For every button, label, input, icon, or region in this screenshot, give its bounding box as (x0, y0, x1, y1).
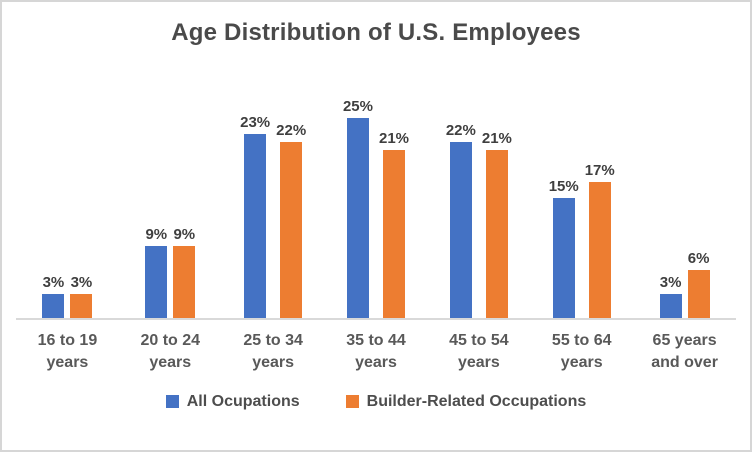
category-label: 35 to 44 years (325, 330, 428, 375)
data-label: 15% (548, 178, 579, 195)
bar-builder-related-occupations (280, 142, 303, 318)
bar-column: 21% (379, 130, 409, 318)
bar-group: 15% 17% (530, 162, 633, 318)
bar-column: 3% (659, 274, 682, 318)
bar-column: 22% (446, 122, 476, 318)
category-label-text: 65 years and over (651, 332, 718, 372)
legend-item-builder-related: Builder-Related Occupations (345, 392, 587, 411)
category-label-text: 45 to 54 years (449, 332, 509, 372)
legend-item-all-occupations: All Ocupations (165, 392, 300, 411)
data-label: 23% (240, 114, 271, 131)
bar-builder-related-occupations (70, 294, 93, 318)
bar-all-occupations (552, 198, 575, 318)
x-axis-labels: 16 to 19 years 20 to 24 years 25 to 34 yea… (16, 330, 736, 375)
bar-all-occupations (244, 134, 267, 318)
data-label: 22% (445, 122, 476, 139)
category-label-text: 35 to 44 years (346, 332, 406, 372)
category-label-text: 16 to 19 years (37, 332, 98, 372)
bar-builder-related-occupations (485, 150, 508, 318)
bar-column: 3% (42, 274, 65, 318)
bar-group: 25% 21% (325, 98, 428, 318)
bar-column: 15% (549, 178, 579, 318)
category-label: 25 to 34 years (222, 330, 325, 375)
category-label: 20 to 24 years (119, 330, 222, 375)
bar-all-occupations (42, 294, 65, 318)
category-label: 16 to 19 years (16, 330, 119, 375)
bar-all-occupations (346, 118, 369, 318)
legend: All Ocupations Builder-Related Occupatio… (2, 393, 750, 411)
bar-column: 3% (70, 274, 93, 318)
data-label: 21% (481, 130, 512, 147)
data-label: 25% (342, 98, 373, 115)
legend-label-builder-related: Builder-Related Occupations (366, 392, 587, 410)
data-label: 22% (276, 122, 307, 139)
bar-group: 23% 22% (222, 114, 325, 318)
data-label: 3% (42, 274, 65, 291)
bar-all-occupations (659, 294, 682, 318)
legend-swatch-blue-icon (165, 395, 179, 409)
bar-column: 17% (585, 162, 615, 318)
bar-column: 22% (276, 122, 306, 318)
data-label: 21% (379, 130, 410, 147)
category-label: 45 to 54 years (427, 330, 530, 375)
chart-title: Age Distribution of U.S. Employees (171, 19, 581, 46)
bar-column: 21% (482, 130, 512, 318)
category-label-text: 20 to 24 years (140, 332, 201, 372)
bar-group: 3% 6% (633, 250, 736, 318)
bar-group: 22% 21% (427, 122, 530, 318)
bar-column: 9% (173, 226, 196, 318)
bar-column: 23% (240, 114, 270, 318)
legend-swatch-orange-icon (345, 395, 359, 409)
plot-area: 3% 3% 9% 9% 23% 22% 25% 21% 22% 21% 15% 17% 3% 6% (16, 54, 736, 320)
data-label: 9% (173, 226, 196, 243)
category-label: 65 years and over (633, 330, 736, 375)
bar-group: 3% 3% (16, 274, 119, 318)
bar-builder-related-occupations (383, 150, 406, 318)
bar-builder-related-occupations (173, 246, 196, 318)
bar-group: 9% 9% (119, 226, 222, 318)
bar-column: 6% (687, 250, 710, 318)
bar-builder-related-occupations (588, 182, 611, 318)
category-label: 55 to 64 years (530, 330, 633, 375)
data-label: 3% (70, 274, 93, 291)
data-label: 9% (145, 226, 168, 243)
bar-all-occupations (145, 246, 168, 318)
bar-builder-related-occupations (687, 270, 710, 318)
legend-label-all-occupations: All Ocupations (186, 392, 300, 410)
bar-all-occupations (449, 142, 472, 318)
data-label: 17% (584, 162, 615, 179)
bar-column: 9% (145, 226, 168, 318)
bar-column: 25% (343, 98, 373, 318)
category-label-text: 25 to 34 years (243, 332, 303, 372)
data-label: 6% (687, 250, 710, 267)
category-label-text: 55 to 64 years (551, 332, 612, 372)
data-label: 3% (659, 274, 682, 291)
